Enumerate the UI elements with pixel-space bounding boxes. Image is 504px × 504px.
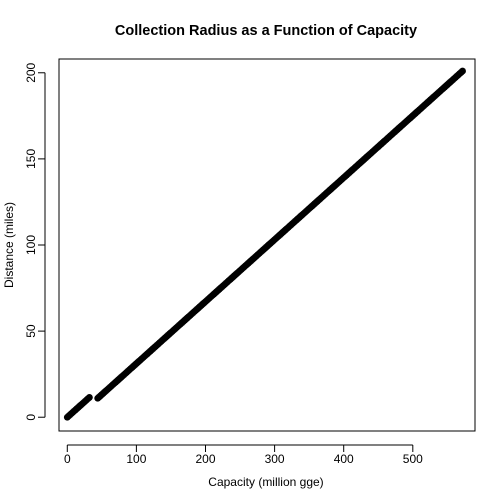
data-points [63,67,466,421]
y-axis: 0 50 100 150 200 [24,62,46,421]
x-axis-label: Capacity (million gge) [208,475,323,489]
y-axis-label: Distance (miles) [2,202,16,288]
y-tick-label: 200 [24,62,38,82]
y-tick-label: 150 [24,149,38,169]
plot-frame [58,58,476,432]
y-tick-label: 0 [24,414,38,421]
x-tick-label: 100 [126,452,146,466]
data-point [86,394,93,401]
data-point [459,67,466,75]
x-tick-label: 0 [64,452,71,466]
y-tick-label: 50 [24,324,38,338]
x-axis: 0 100 200 300 400 500 [64,444,423,466]
x-tick-label: 400 [334,452,354,466]
x-tick-label: 200 [195,452,215,466]
chart-title: Collection Radius as a Function of Capac… [115,23,417,39]
x-tick-label: 500 [403,452,423,466]
x-tick-label: 300 [265,452,285,466]
y-tick-label: 100 [24,235,38,255]
